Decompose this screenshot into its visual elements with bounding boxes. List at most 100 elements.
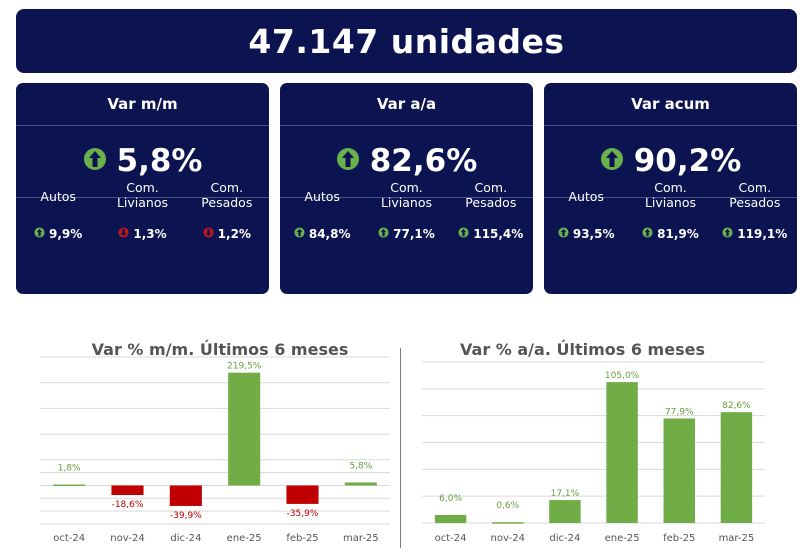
trend-up-icon <box>83 143 107 179</box>
chart-title-mm: Var % m/m. Últimos 6 meses <box>91 340 349 359</box>
card-breakdown: Autos 9,9% Com. Livianos 1,3% Com. Pesad… <box>16 83 269 294</box>
card-title: Var m/m <box>107 95 178 113</box>
tick-label-ene-25: ene-25 <box>227 533 262 544</box>
tick-label-mar-25: mar-25 <box>343 533 379 544</box>
breakdown-com-livianos: Com. Livianos 1,3% <box>100 83 184 294</box>
card-breakdown: Autos 93,5% Com. Livianos 81,9% Com. Pes… <box>544 83 797 294</box>
trend-up-icon <box>336 143 360 179</box>
bar-oct-24 <box>434 514 467 523</box>
data-label-oct-24: 1,8% <box>58 464 81 474</box>
divider <box>280 125 533 126</box>
data-label-dic-24: 17,1% <box>551 489 580 499</box>
breakdown-value: 93,5% <box>544 227 628 241</box>
tick-label-feb-25: feb-25 <box>286 533 318 544</box>
tick-label-ene-25: ene-25 <box>605 533 640 544</box>
breakdown-value: 1,2% <box>185 227 269 241</box>
breakdown-value-text: 119,1% <box>737 227 788 241</box>
trend-up-icon <box>378 227 389 241</box>
data-label-nov-24: -18,6% <box>112 500 144 510</box>
bar-ene-25 <box>228 372 261 486</box>
chart-title-aa: Var % a/a. Últimos 6 meses <box>460 340 705 359</box>
total-units-banner: 47.147 unidades <box>16 9 797 73</box>
breakdown-value-text: 77,1% <box>393 227 435 241</box>
breakdown-value: 9,9% <box>16 227 100 241</box>
tick-label-nov-24: nov-24 <box>110 533 144 544</box>
breakdown-value-text: 1,2% <box>217 227 251 241</box>
breakdown-value-text: 1,3% <box>133 227 167 241</box>
card-main-value: 90,2% <box>544 125 797 197</box>
breakdown-com-livianos: Com. Livianos 81,9% <box>628 83 712 294</box>
card-title: Var a/a <box>376 95 437 113</box>
divider <box>544 125 797 126</box>
trend-up-icon <box>600 143 624 179</box>
card-main-value: 5,8% <box>16 125 269 197</box>
data-label-feb-25: -35,9% <box>287 509 319 519</box>
breakdown-label: Autos <box>568 189 604 204</box>
bar-dic-24 <box>169 485 202 506</box>
breakdown-label: Com. Pesados <box>729 180 781 210</box>
divider <box>16 125 269 126</box>
breakdown-com-pesados: Com. Pesados 1,2% <box>185 83 269 294</box>
bar-ene-25 <box>606 382 638 523</box>
breakdown-autos: Autos 93,5% <box>544 83 628 294</box>
trend-down-icon <box>118 227 129 241</box>
tick-label-oct-24: oct-24 <box>435 533 467 544</box>
data-label-nov-24: 0,6% <box>496 501 519 511</box>
breakdown-value-text: 81,9% <box>657 227 699 241</box>
chart-separator <box>400 348 401 548</box>
trend-up-icon <box>558 227 569 241</box>
breakdown-value: 84,8% <box>280 227 364 241</box>
data-label-mar-25: 82,6% <box>722 401 751 411</box>
trend-up-icon <box>722 227 733 241</box>
tick-label-nov-24: nov-24 <box>491 533 525 544</box>
card-var-mm: Var m/m 5,8% Autos 9,9% Com. Livianos 1,… <box>16 83 269 294</box>
breakdown-value-text: 84,8% <box>308 227 351 241</box>
breakdown-label: Autos <box>304 189 340 204</box>
tick-label-oct-24: oct-24 <box>53 533 85 544</box>
breakdown-label: Com. Pesados <box>201 180 253 210</box>
trend-up-icon <box>34 227 45 241</box>
breakdown-com-pesados: Com. Pesados 119,1% <box>713 83 797 294</box>
main-value: 90,2% <box>633 143 742 179</box>
breakdown-value-text: 9,9% <box>49 227 83 241</box>
trend-up-icon <box>458 227 469 241</box>
bar-nov-24 <box>492 522 524 524</box>
bar-feb-25 <box>663 418 695 523</box>
data-label-mar-25: 5,8% <box>349 461 372 471</box>
bar-nov-24 <box>111 485 144 496</box>
data-label-ene-25: 105,0% <box>605 371 640 381</box>
divider <box>280 197 533 198</box>
tick-label-dic-24: dic-24 <box>549 533 580 544</box>
breakdown-com-pesados: Com. Pesados 115,4% <box>449 83 533 294</box>
bar-oct-24 <box>53 484 86 487</box>
trend-up-icon <box>642 227 653 241</box>
tick-label-mar-25: mar-25 <box>719 533 755 544</box>
card-var-acum: Var acum 90,2% Autos 93,5% Com. Livianos… <box>544 83 797 294</box>
bar-mar-25 <box>720 412 753 523</box>
breakdown-autos: Autos 84,8% <box>280 83 364 294</box>
bar-dic-24 <box>549 500 581 523</box>
breakdown-label: Com. Livianos <box>380 180 433 210</box>
data-label-dic-24: -39,9% <box>170 511 202 521</box>
tick-label-feb-25: feb-25 <box>663 533 695 544</box>
bar-feb-25 <box>286 485 319 504</box>
trend-up-icon <box>294 227 305 241</box>
breakdown-autos: Autos 9,9% <box>16 83 100 294</box>
data-label-oct-24: 6,0% <box>439 494 462 504</box>
card-breakdown: Autos 84,8% Com. Livianos 77,1% Com. Pes… <box>280 83 533 294</box>
breakdown-value: 1,3% <box>100 227 184 241</box>
trend-down-icon <box>203 227 214 241</box>
main-value: 82,6% <box>369 143 478 179</box>
data-label-ene-25: 219,5% <box>227 362 262 372</box>
breakdown-value: 115,4% <box>449 227 533 241</box>
breakdown-label: Com. Livianos <box>644 180 697 210</box>
breakdown-value: 77,1% <box>364 227 448 241</box>
breakdown-value-text: 93,5% <box>572 227 615 241</box>
tick-label-dic-24: dic-24 <box>170 533 201 544</box>
breakdown-value: 81,9% <box>628 227 712 241</box>
total-units-title: 47.147 unidades <box>248 21 565 61</box>
divider <box>16 197 269 198</box>
breakdown-label: Com. Livianos <box>116 180 169 210</box>
